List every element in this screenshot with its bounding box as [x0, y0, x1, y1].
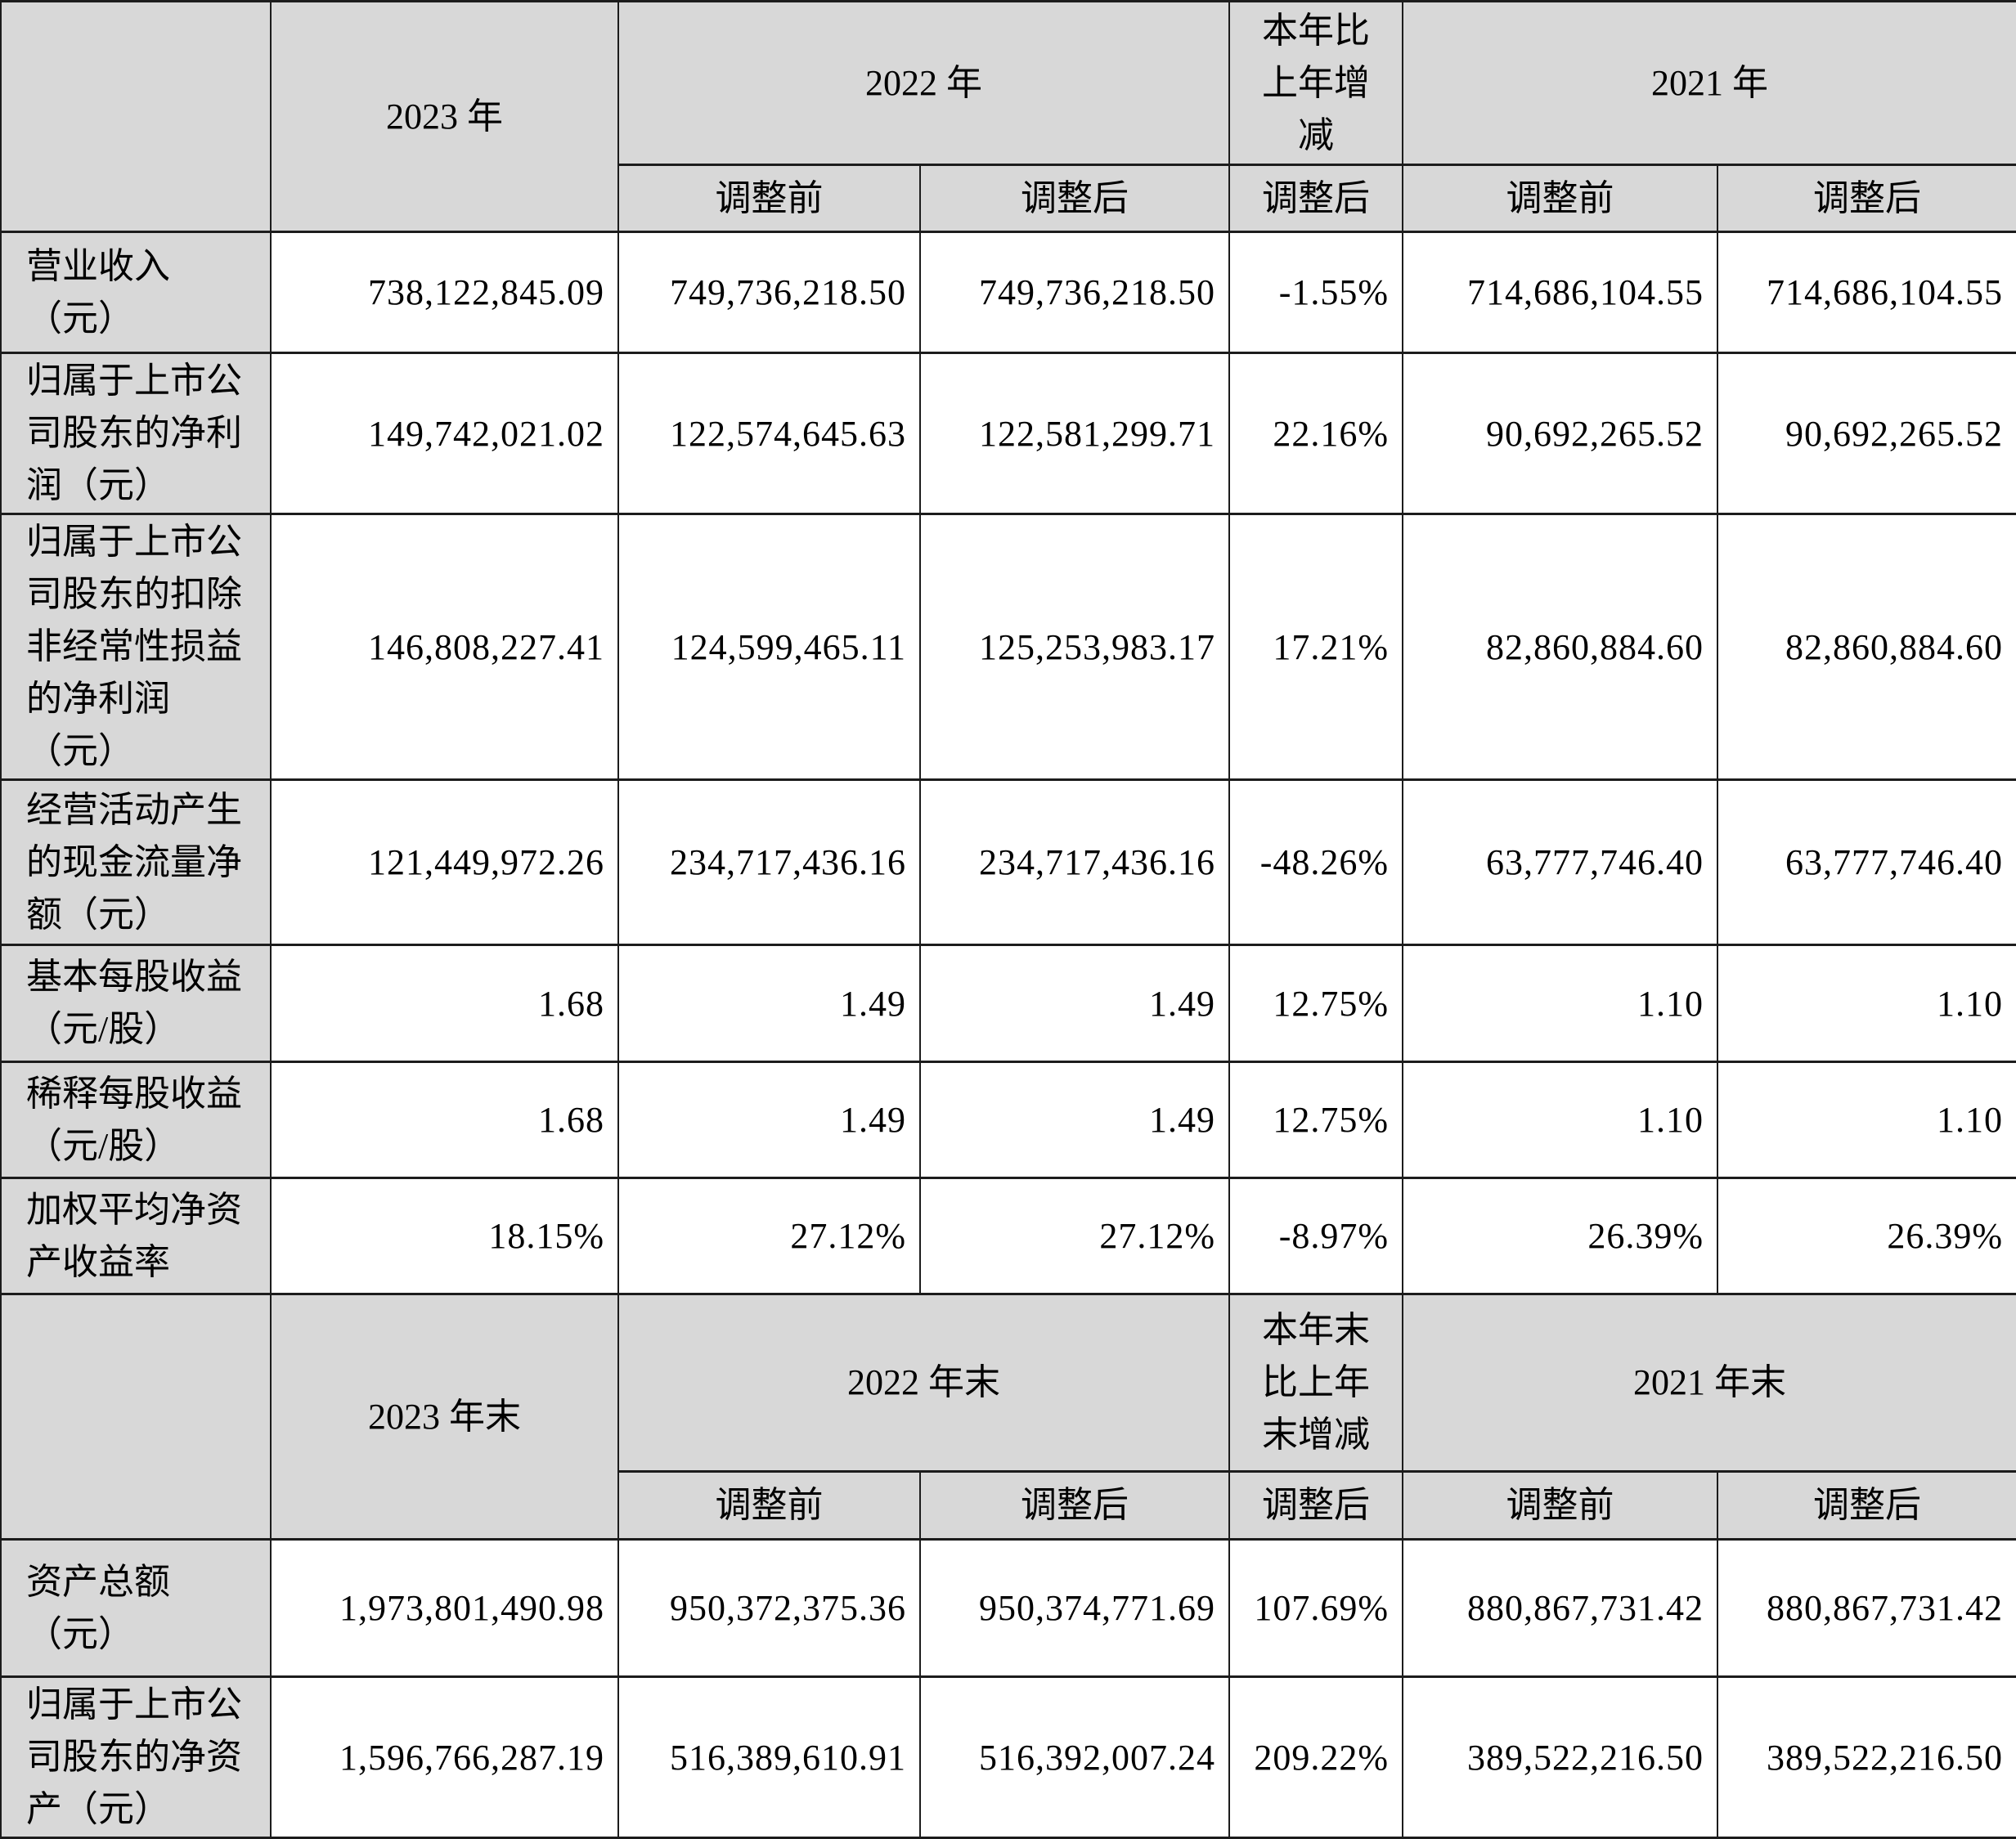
- cell: 950,372,375.36: [617, 1538, 921, 1678]
- subheader-2022-before: 调整前: [617, 164, 921, 233]
- cell: 26.39%: [1717, 1177, 2016, 1295]
- cell: 107.69%: [1228, 1538, 1403, 1678]
- cell: 209.22%: [1228, 1675, 1403, 1839]
- cell: 1.68: [270, 944, 619, 1063]
- cell: 389,522,216.50: [1717, 1675, 2016, 1839]
- row-label: 基本每股收益 （元/股）: [0, 944, 272, 1063]
- cell: 1.49: [919, 1061, 1230, 1179]
- cell: 82,860,884.60: [1717, 513, 2016, 781]
- table-row-revenue: 营业收入 （元） 738,122,845.09 749,736,218.50 7…: [0, 231, 2016, 354]
- header-row-adjust: 调整前 调整后 调整后 调整前 调整后: [1, 164, 2016, 233]
- cell: 146,808,227.41: [270, 513, 619, 781]
- cell: 1,596,766,287.19: [270, 1675, 619, 1839]
- cell: 121,449,972.26: [270, 778, 619, 946]
- cell: 738,122,845.09: [270, 231, 619, 354]
- cell: 234,717,436.16: [919, 778, 1230, 946]
- subheader-2022-after: 调整后: [919, 164, 1230, 233]
- subheader-2021end-before: 调整前: [1402, 1470, 1718, 1541]
- cell: 26.39%: [1402, 1177, 1718, 1295]
- cell: 12.75%: [1228, 1061, 1403, 1179]
- cell: 516,389,610.91: [617, 1675, 921, 1839]
- col-header-yearend-change: 本年末 比上年 末增减: [1228, 1293, 1403, 1473]
- row-label: 归属于上市公 司股东的扣除 非经常性损益 的净利润 （元）: [0, 513, 272, 781]
- subheader-change-after: 调整后: [1228, 164, 1403, 233]
- table-row-basic-eps: 基本每股收益 （元/股） 1.68 1.49 1.49 12.75% 1.10 …: [0, 944, 2016, 1063]
- cell: 18.15%: [270, 1177, 619, 1295]
- col-header-2021: 2021 年: [1402, 0, 2016, 166]
- cell: 714,686,104.55: [1402, 231, 1718, 354]
- cell: -1.55%: [1228, 231, 1403, 354]
- row-label: 经营活动产生 的现金流量净 额（元）: [0, 778, 272, 946]
- header-row-years: 2023 年 2022 年 本年比 上年增 减 2021 年: [0, 0, 2016, 233]
- cell: 27.12%: [617, 1177, 921, 1295]
- col-header-2023: 2023 年: [270, 0, 619, 233]
- table-row-diluted-eps: 稀释每股收益 （元/股） 1.68 1.49 1.49 12.75% 1.10 …: [0, 1061, 2016, 1179]
- cell: -8.97%: [1228, 1177, 1403, 1295]
- row-label: 资产总额 （元）: [0, 1538, 272, 1678]
- subheader-2021-before: 调整前: [1402, 164, 1718, 233]
- cell: 1.49: [617, 1061, 921, 1179]
- cell: 17.21%: [1228, 513, 1403, 781]
- cell: 1.10: [1402, 1061, 1718, 1179]
- subheader-2022end-after: 调整后: [919, 1470, 1230, 1541]
- cell: 389,522,216.50: [1402, 1675, 1718, 1839]
- table-row-net-assets: 归属于上市公 司股东的净资 产（元） 1,596,766,287.19 516,…: [0, 1675, 2016, 1839]
- cell: 1.49: [919, 944, 1230, 1063]
- subheader-2022end-before: 调整前: [617, 1470, 921, 1541]
- cell: 234,717,436.16: [617, 778, 921, 946]
- cell: 1.68: [270, 1061, 619, 1179]
- cell: 149,742,021.02: [270, 352, 619, 515]
- row-label: 归属于上市公 司股东的净资 产（元）: [0, 1675, 272, 1839]
- cell: 27.12%: [919, 1177, 1230, 1295]
- table-row-weighted-avg-roe: 加权平均净资 产收益率 18.15% 27.12% 27.12% -8.97% …: [0, 1177, 2016, 1295]
- cell: 63,777,746.40: [1402, 778, 1718, 946]
- cell: 12.75%: [1228, 944, 1403, 1063]
- col-header-2023-end: 2023 年末: [270, 1293, 619, 1541]
- col-header-2022-end: 2022 年末: [617, 1293, 1230, 1473]
- cell: 22.16%: [1228, 352, 1403, 515]
- header-row-yearend-adjust: 调整前 调整后 调整后 调整前 调整后: [1, 1470, 2016, 1541]
- cell: 125,253,983.17: [919, 513, 1230, 781]
- cell: -48.26%: [1228, 778, 1403, 946]
- cell: 749,736,218.50: [919, 231, 1230, 354]
- cell: 714,686,104.55: [1717, 231, 2016, 354]
- cell: 950,374,771.69: [919, 1538, 1230, 1678]
- cell: 122,581,299.71: [919, 352, 1230, 515]
- cell: 749,736,218.50: [617, 231, 921, 354]
- cell: 124,599,465.11: [617, 513, 921, 781]
- table-row-total-assets: 资产总额 （元） 1,973,801,490.98 950,372,375.36…: [0, 1538, 2016, 1678]
- table-row-operating-cash-flow: 经营活动产生 的现金流量净 额（元） 121,449,972.26 234,71…: [0, 778, 2016, 946]
- cell: 1.10: [1717, 944, 2016, 1063]
- cell: 880,867,731.42: [1717, 1538, 2016, 1678]
- cell: 90,692,265.52: [1717, 352, 2016, 515]
- cell: 82,860,884.60: [1402, 513, 1718, 781]
- cell: 90,692,265.52: [1402, 352, 1718, 515]
- cell: 516,392,007.24: [919, 1675, 1230, 1839]
- col-header-yoy-change: 本年比 上年增 减: [1228, 0, 1403, 166]
- col-header-2021-end: 2021 年末: [1402, 1293, 2016, 1473]
- cell: 880,867,731.42: [1402, 1538, 1718, 1678]
- row-label: 归属于上市公 司股东的净利 润（元）: [0, 352, 272, 515]
- subheader-2021end-after: 调整后: [1717, 1470, 2016, 1541]
- cell: 1.10: [1402, 944, 1718, 1063]
- col-header-2022: 2022 年: [617, 0, 1230, 166]
- cell: 1,973,801,490.98: [270, 1538, 619, 1678]
- row-label: 稀释每股收益 （元/股）: [0, 1061, 272, 1179]
- header-row-yearend: 2023 年末 2022 年末 本年末 比上年 末增减 2021 年末: [0, 1293, 2016, 1541]
- cell: 63,777,746.40: [1717, 778, 2016, 946]
- row-label: 营业收入 （元）: [0, 231, 272, 354]
- cell: 1.49: [617, 944, 921, 1063]
- row-label: 加权平均净资 产收益率: [0, 1177, 272, 1295]
- cell: 122,574,645.63: [617, 352, 921, 515]
- cell: 1.10: [1717, 1061, 2016, 1179]
- table-row-net-profit: 归属于上市公 司股东的净利 润（元） 149,742,021.02 122,57…: [0, 352, 2016, 515]
- corner-cell-2: [0, 1293, 272, 1541]
- corner-cell: [0, 0, 272, 233]
- subheader-endchange-after: 调整后: [1228, 1470, 1403, 1541]
- table-row-net-profit-excl-nonrecurring: 归属于上市公 司股东的扣除 非经常性损益 的净利润 （元） 146,808,22…: [0, 513, 2016, 781]
- subheader-2021-after: 调整后: [1717, 164, 2016, 233]
